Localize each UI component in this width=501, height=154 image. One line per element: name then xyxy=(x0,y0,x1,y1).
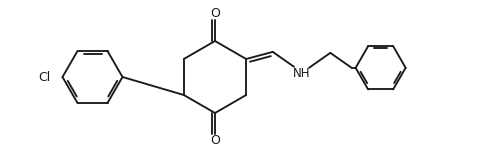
Text: O: O xyxy=(210,134,220,147)
Text: Cl: Cl xyxy=(38,71,50,83)
Text: NH: NH xyxy=(293,67,311,80)
Text: O: O xyxy=(210,7,220,20)
